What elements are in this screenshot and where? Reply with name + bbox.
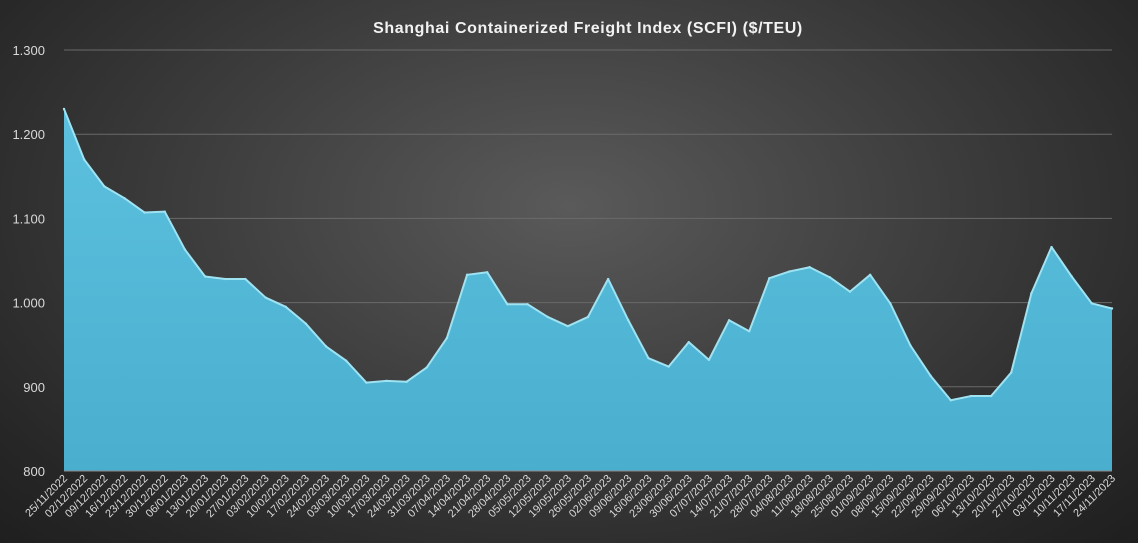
data-point [284,305,287,309]
y-tick-label: 900 [23,380,45,395]
data-point [808,266,811,269]
data-point [748,330,751,333]
data-point [465,273,469,277]
data-point [586,315,590,319]
data-point [1110,307,1114,310]
data-point [123,196,126,200]
data-point [244,277,247,281]
data-point [1050,245,1053,249]
data-point [949,399,952,402]
y-tick-label: 1.100 [12,211,45,226]
data-point [1090,302,1094,305]
data-point [425,366,428,369]
data-point [687,340,690,344]
data-point [1070,275,1073,278]
data-point [304,322,308,325]
data-point [163,210,166,213]
data-point [506,303,509,306]
data-point [82,158,86,161]
data-point [889,302,892,305]
data-point [1030,292,1033,295]
y-tick-label: 1.000 [12,296,45,311]
data-point [143,211,146,214]
data-point [989,394,993,398]
data-point [566,324,570,328]
y-axis: 800 900 1.000 1.100 1.200 1.300 [12,43,45,479]
data-point [103,185,106,188]
data-point [486,271,489,274]
x-axis: 25/11/202202/12/202209/12/202216/12/2022… [23,470,1118,520]
data-point [848,290,852,293]
data-point [546,315,549,319]
data-point [264,296,267,299]
data-point [647,356,650,360]
data-point [929,374,932,378]
data-point [707,358,711,362]
data-point [183,248,187,251]
data-point [224,277,227,281]
series-area [62,107,1114,471]
data-point [385,379,388,383]
area-fill [64,108,1112,471]
data-point [324,345,328,348]
data-point [788,270,791,273]
data-point [667,365,670,368]
data-point [828,276,832,279]
y-tick-label: 800 [23,464,45,479]
data-point [1010,371,1013,374]
data-point [868,273,872,277]
data-point [627,319,630,322]
data-point [203,275,207,278]
y-tick-label: 1.200 [12,127,45,142]
data-point [62,107,66,111]
data-point [606,277,610,281]
chart-title: Shanghai Containerized Freight Index (SC… [373,20,803,37]
data-point [445,336,449,340]
data-point [405,380,408,383]
data-point [727,319,731,322]
data-point [526,303,529,306]
data-point [969,394,973,398]
data-point [365,381,368,384]
data-point [768,276,771,280]
data-point [909,344,912,347]
data-point [344,359,348,362]
y-tick-label: 1.300 [12,43,45,58]
